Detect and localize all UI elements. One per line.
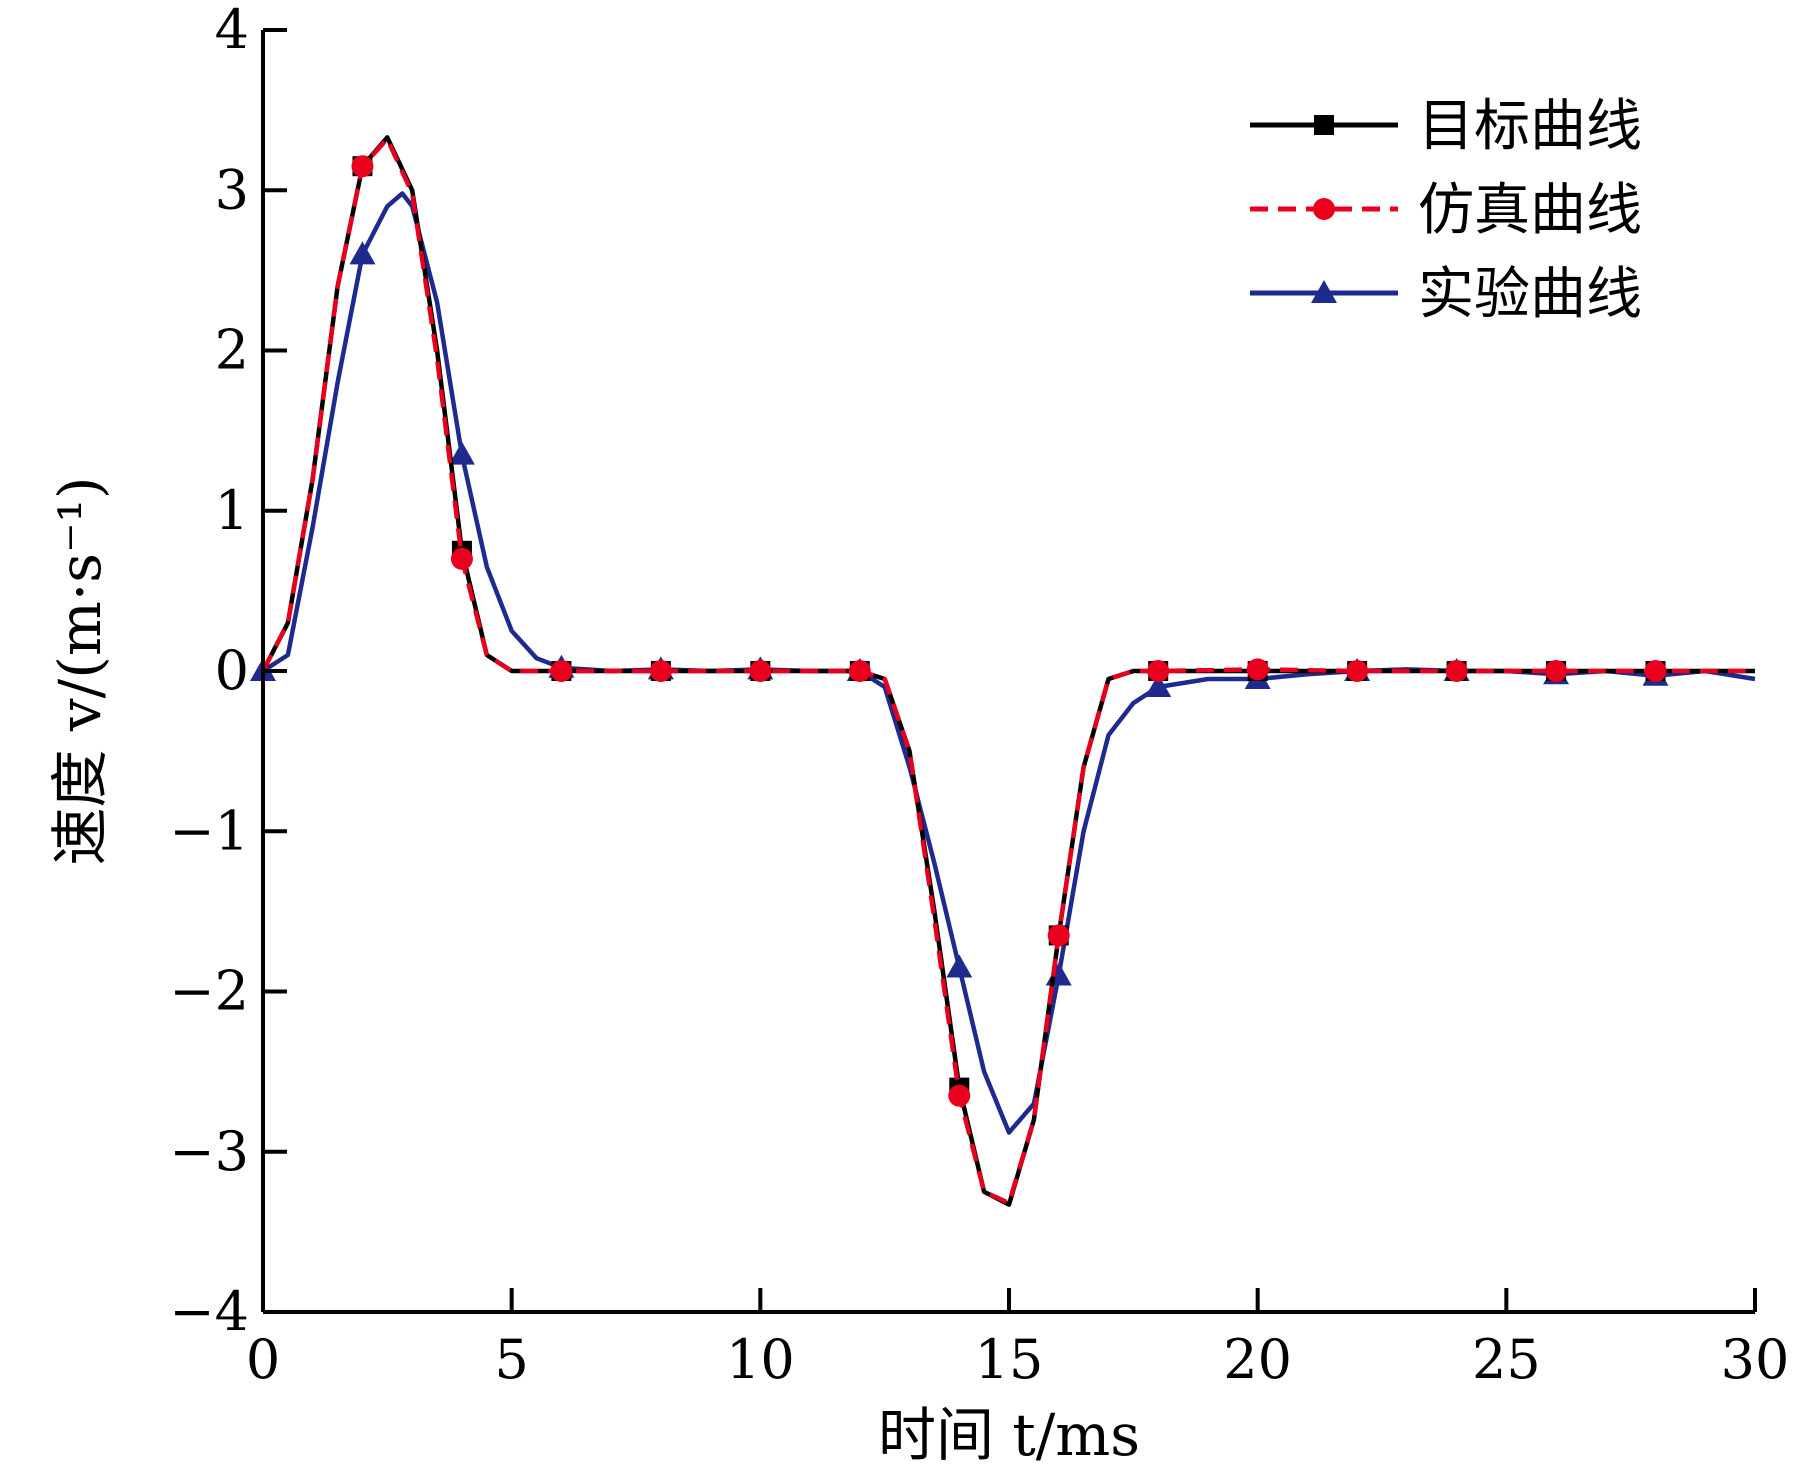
series-marker xyxy=(349,241,376,265)
y-axis-title: 速度 v/(m·s⁻¹) xyxy=(46,476,114,865)
series-marker xyxy=(1346,660,1369,682)
series-marker xyxy=(1147,660,1170,682)
legend-marker xyxy=(1311,280,1337,303)
legend-item: 仿真曲线 xyxy=(1250,178,1642,243)
series-marker xyxy=(749,660,772,682)
legend-label: 实验曲线 xyxy=(1418,262,1642,327)
x-tick-label: 30 xyxy=(1721,1328,1790,1391)
x-tick-label: 25 xyxy=(1472,1328,1541,1391)
x-axis-title: 时间 t/ms xyxy=(878,1401,1140,1469)
y-tick-label: 4 xyxy=(215,0,249,61)
legend-marker xyxy=(1313,198,1335,220)
y-tick-label: −4 xyxy=(169,1280,249,1343)
x-tick-label: 15 xyxy=(975,1328,1044,1391)
series-marker xyxy=(848,660,871,682)
legend-label: 仿真曲线 xyxy=(1418,178,1642,243)
series-marker xyxy=(450,547,473,570)
legend-marker xyxy=(1314,115,1334,135)
x-tick-label: 0 xyxy=(246,1328,280,1391)
series-marker xyxy=(1545,660,1568,682)
series-marker xyxy=(948,1084,971,1107)
y-tick-label: 1 xyxy=(215,479,249,542)
series-marker xyxy=(1644,660,1667,682)
y-tick-label: −3 xyxy=(169,1120,249,1183)
y-tick-label: 2 xyxy=(215,319,249,382)
series-marker xyxy=(1246,658,1269,681)
series-line xyxy=(261,191,1756,1135)
series-marker xyxy=(946,954,973,978)
x-tick-label: 10 xyxy=(726,1328,795,1391)
series-marker xyxy=(1045,962,1072,986)
x-tick-label: 5 xyxy=(494,1328,528,1391)
series-line xyxy=(261,136,1755,1206)
legend-item: 目标曲线 xyxy=(1250,94,1642,159)
x-tick-label: 20 xyxy=(1223,1328,1292,1391)
y-ticks: −4 −3 −2 −1 0 1 2 3 4 xyxy=(169,0,287,1343)
y-tick-label: −2 xyxy=(169,960,249,1023)
series-layer xyxy=(250,135,1756,1207)
series-marker xyxy=(1145,674,1172,698)
x-ticks: 0 5 10 15 20 25 30 xyxy=(246,1288,1790,1391)
legend-item: 实验曲线 xyxy=(1250,262,1642,327)
series-marker xyxy=(1445,660,1468,682)
y-tick-label: 0 xyxy=(215,639,249,702)
y-tick-label: −1 xyxy=(169,799,249,862)
series-marker xyxy=(550,660,573,682)
series-marker xyxy=(1047,924,1070,947)
series-2 xyxy=(261,136,1755,1206)
series-marker xyxy=(351,155,374,178)
series-3 xyxy=(250,191,1756,1135)
y-tick-label: 3 xyxy=(215,158,249,221)
series-marker xyxy=(448,441,475,465)
series-marker xyxy=(649,660,672,682)
axes: 0 5 10 15 20 25 30 −4 −3 −2 −1 0 1 2 3 4 xyxy=(169,0,1789,1391)
legend-label: 目标曲线 xyxy=(1418,94,1642,159)
